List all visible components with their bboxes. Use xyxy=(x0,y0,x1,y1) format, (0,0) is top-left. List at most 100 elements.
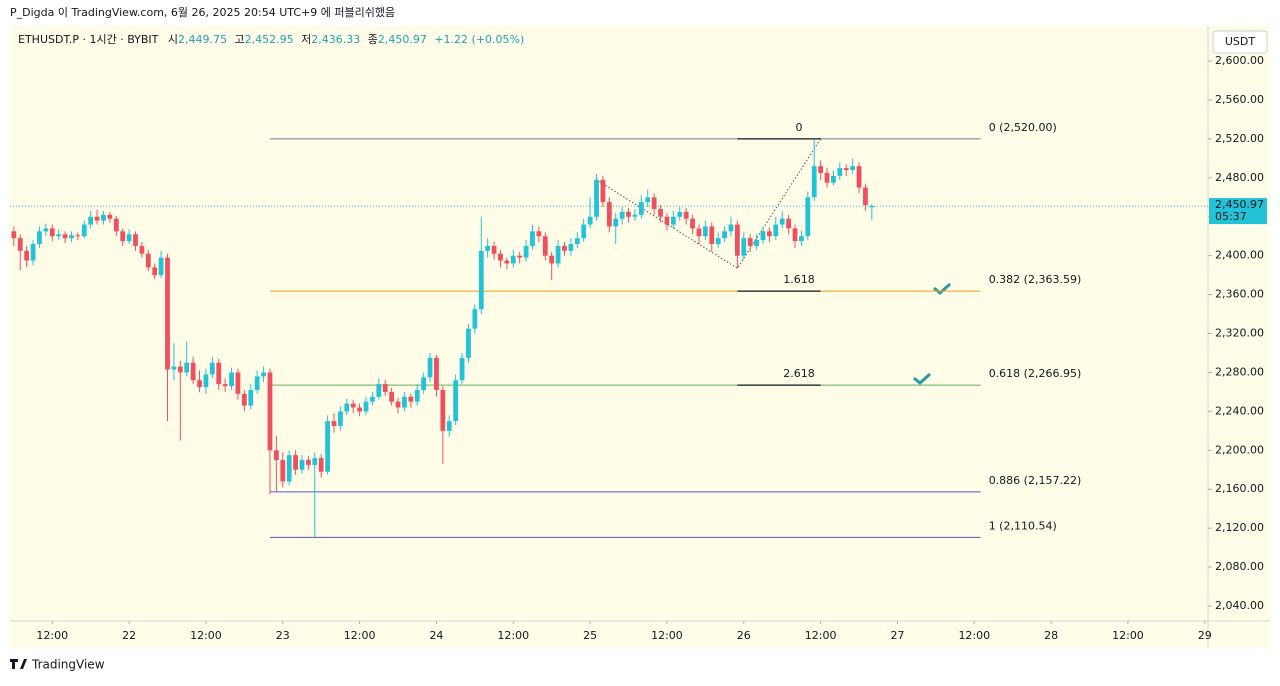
y-tick-label: 2,280.00 xyxy=(1215,365,1264,378)
currency[interactable]: USDT xyxy=(1225,35,1256,48)
candle-body xyxy=(101,214,106,221)
x-tick-label: 12:00 xyxy=(651,629,683,642)
candle-body xyxy=(312,458,318,465)
extension-label: 0 xyxy=(795,121,802,134)
candle-body xyxy=(299,460,305,470)
candle-body xyxy=(382,384,388,392)
candle-body xyxy=(75,235,81,237)
candle-body xyxy=(510,255,516,264)
plot-bg xyxy=(10,26,1208,620)
candle-body xyxy=(722,231,727,239)
candle-body xyxy=(158,257,164,276)
candle-body xyxy=(837,168,843,176)
fib-label: 0.886 (2,157.22) xyxy=(989,474,1082,487)
x-tick-label: 24 xyxy=(429,629,443,642)
candle-body xyxy=(619,211,625,219)
candle-body xyxy=(690,218,695,229)
candle-body xyxy=(670,216,676,225)
y-tick-label: 2,560.00 xyxy=(1215,93,1264,106)
candle-body xyxy=(254,376,260,390)
x-tick-label: 12:00 xyxy=(497,629,529,642)
candle-body xyxy=(542,236,548,256)
fib-label: 0 (2,520.00) xyxy=(989,121,1057,134)
candle-body xyxy=(581,224,587,239)
candle-body xyxy=(37,231,42,244)
candle-body xyxy=(459,357,465,381)
countdown: 05:37 xyxy=(1215,210,1247,223)
candle-body xyxy=(216,362,222,385)
candle-body xyxy=(94,216,100,221)
candle-body xyxy=(434,357,439,390)
y-tick-label: 2,160.00 xyxy=(1215,482,1264,495)
x-tick-label: 12:00 xyxy=(344,629,376,642)
x-tick-label: 27 xyxy=(890,629,904,642)
candle-body xyxy=(197,380,202,388)
candle-body xyxy=(562,245,567,251)
x-tick-label: 12:00 xyxy=(1112,629,1144,642)
ohlc-value: 2,450.97 xyxy=(378,33,427,46)
candle-body xyxy=(696,228,702,237)
ohlc-value: 2,452.95 xyxy=(245,33,294,46)
brand: TradingView xyxy=(31,658,105,672)
candle-body xyxy=(773,224,779,237)
candle-body xyxy=(600,179,606,203)
candle-body xyxy=(555,245,561,264)
candle-body xyxy=(427,357,433,378)
candle-body xyxy=(453,380,459,422)
candle-body xyxy=(402,396,407,408)
candle-body xyxy=(113,218,119,232)
ohlc-value: 2,436.33 xyxy=(311,33,360,46)
extension-label: 1.618 xyxy=(783,273,815,286)
y-tick-label: 2,320.00 xyxy=(1215,327,1264,340)
candle-body xyxy=(229,372,234,387)
candle-body xyxy=(664,216,670,225)
candle-body xyxy=(305,460,311,465)
candle-body xyxy=(69,235,74,239)
caption: P_Digda 이 TradingView.com, 6월 26, 2025 2… xyxy=(10,6,395,19)
candle-body xyxy=(677,211,683,217)
ohlc-label: 시 xyxy=(168,33,178,46)
candle-body xyxy=(523,245,529,258)
candle-body xyxy=(81,224,87,237)
candle-body xyxy=(606,202,612,227)
candle-body xyxy=(446,421,452,431)
candle-body xyxy=(651,197,657,209)
candle-body xyxy=(683,211,689,219)
y-tick-label: 2,080.00 xyxy=(1215,560,1264,573)
candle-body xyxy=(171,366,177,370)
candle-body xyxy=(325,421,330,472)
candle-body xyxy=(786,218,792,229)
candle-body xyxy=(261,372,266,377)
x-tick-label: 23 xyxy=(276,629,290,642)
x-tick-label: 12:00 xyxy=(805,629,837,642)
candle-body xyxy=(658,208,663,217)
candle-body xyxy=(632,214,638,217)
fib-label: 1 (2,110.54) xyxy=(989,519,1057,532)
candle-body xyxy=(799,236,804,242)
candle-body xyxy=(530,231,535,246)
candle-body xyxy=(286,455,292,482)
y-tick-label: 2,120.00 xyxy=(1215,521,1264,534)
candle-body xyxy=(280,460,286,482)
x-tick-label: 29 xyxy=(1198,629,1212,642)
candle-body xyxy=(491,245,497,254)
y-tick-label: 2,240.00 xyxy=(1215,404,1264,417)
logo xyxy=(10,659,27,669)
candle-body xyxy=(485,245,491,251)
candle-body xyxy=(165,257,170,370)
candle-body xyxy=(498,253,503,261)
candle-body xyxy=(517,255,523,258)
candle-body xyxy=(389,391,395,402)
candle-body xyxy=(613,218,619,227)
candle-body xyxy=(709,226,715,244)
currency-box[interactable] xyxy=(1212,30,1268,54)
candle-body xyxy=(734,224,740,256)
check-mark xyxy=(913,282,952,385)
x-tick-label: 26 xyxy=(737,629,751,642)
change: +1.22 (+0.05%) xyxy=(434,33,524,46)
candle-body xyxy=(56,234,62,237)
y-tick-label: 2,520.00 xyxy=(1215,132,1264,145)
candle-body xyxy=(626,211,631,217)
x-tick-label: 12:00 xyxy=(190,629,222,642)
candle-body xyxy=(318,458,324,472)
